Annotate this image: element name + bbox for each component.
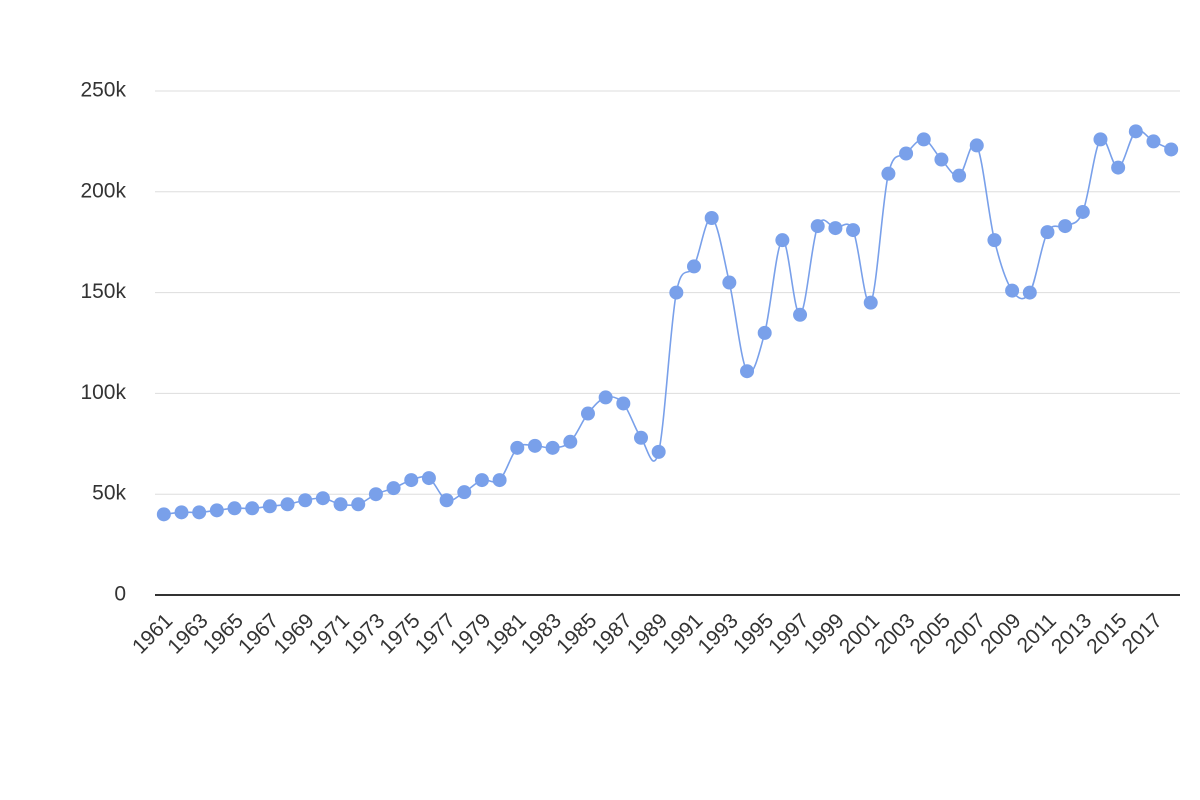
point	[404, 473, 419, 488]
point	[1146, 134, 1161, 149]
x-tick-label: 1995	[729, 609, 778, 658]
point	[421, 471, 436, 486]
point	[333, 497, 348, 512]
point	[1040, 225, 1055, 240]
point	[757, 325, 772, 340]
point	[863, 295, 878, 310]
point	[262, 499, 277, 514]
point	[1005, 283, 1020, 298]
point	[315, 491, 330, 506]
x-tick-label: 1999	[800, 609, 849, 658]
point	[1164, 142, 1179, 157]
point	[916, 132, 931, 147]
point	[386, 481, 401, 496]
point	[1128, 124, 1143, 139]
point	[934, 152, 949, 167]
y-tick-label: 250k	[80, 79, 126, 102]
x-tick-label: 1983	[517, 609, 566, 658]
point	[209, 503, 224, 518]
point	[722, 275, 737, 290]
point	[439, 493, 454, 508]
x-tick-label: 2003	[870, 609, 919, 658]
point	[457, 485, 472, 500]
point	[598, 390, 613, 405]
y-tick-label: 150k	[80, 280, 126, 303]
point	[174, 505, 189, 520]
x-tick-label: 2015	[1082, 609, 1131, 658]
x-tick-label: 1973	[340, 609, 389, 658]
point	[899, 146, 914, 161]
x-tick-label: 2013	[1047, 609, 1096, 658]
point	[1022, 285, 1037, 300]
point	[474, 473, 489, 488]
x-tick-label: 1979	[446, 609, 495, 658]
point	[740, 364, 755, 379]
point	[633, 430, 648, 445]
point	[1093, 132, 1108, 147]
point	[351, 497, 366, 512]
y-tick-label: 0	[114, 583, 126, 606]
point	[969, 138, 984, 153]
point	[192, 505, 207, 520]
point	[563, 434, 578, 449]
point	[368, 487, 383, 502]
point	[669, 285, 684, 300]
x-tick-label: 1985	[552, 609, 601, 658]
x-tick-label: 1997	[764, 609, 813, 658]
point	[245, 501, 260, 516]
x-tick-label: 1993	[694, 609, 743, 658]
y-tick-label: 100k	[80, 381, 126, 404]
point	[227, 501, 242, 516]
x-tick-label: 1977	[411, 609, 460, 658]
point	[987, 233, 1002, 248]
y-tick-label: 200k	[80, 179, 126, 202]
x-tick-label: 1961	[128, 609, 177, 658]
x-tick-label: 1963	[163, 609, 212, 658]
x-tick-label: 1969	[269, 609, 318, 658]
x-tick-label: 1975	[375, 609, 424, 658]
x-tick-label: 2001	[835, 609, 884, 658]
point	[687, 259, 702, 274]
point	[793, 307, 808, 322]
x-tick-label: 2017	[1118, 609, 1167, 658]
point	[810, 219, 825, 234]
point	[492, 473, 507, 488]
point	[545, 440, 560, 455]
point	[1058, 219, 1073, 234]
point	[952, 168, 967, 183]
point	[775, 233, 790, 248]
x-tick-label: 1965	[199, 609, 248, 658]
x-tick-label: 1971	[305, 609, 354, 658]
x-tick-label: 1981	[481, 609, 530, 658]
point	[527, 438, 542, 453]
point	[1111, 160, 1126, 175]
point	[298, 493, 313, 508]
x-tick-label: 2009	[976, 609, 1025, 658]
x-tick-label: 2005	[906, 609, 955, 658]
x-tick-label: 1991	[658, 609, 707, 658]
point	[616, 396, 631, 411]
point	[580, 406, 595, 421]
x-tick-label: 1989	[623, 609, 672, 658]
point	[651, 444, 666, 459]
point	[280, 497, 295, 512]
line	[163, 129, 1172, 516]
point	[846, 223, 861, 238]
point	[881, 166, 896, 181]
y-tick-label: 50k	[92, 482, 126, 505]
x-tick-label: 1967	[234, 609, 283, 658]
point	[1075, 204, 1090, 219]
point	[156, 507, 171, 522]
point	[828, 221, 843, 236]
point	[704, 211, 719, 226]
point	[510, 440, 525, 455]
x-tick-label: 2007	[941, 609, 990, 658]
x-tick-label: 1987	[587, 609, 636, 658]
